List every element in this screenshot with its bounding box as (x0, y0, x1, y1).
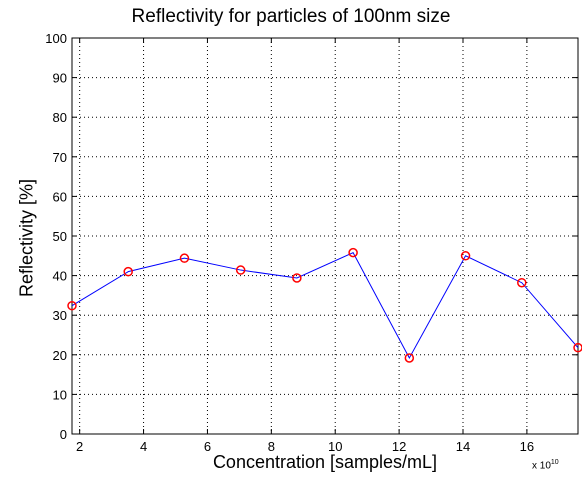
x-multiplier-base: x 10 (532, 460, 551, 472)
data-point (517, 277, 527, 288)
x-tick-label: 16 (520, 439, 534, 454)
x-tick-label: 4 (140, 439, 147, 454)
data-point (179, 253, 190, 263)
x-tick-label: 10 (328, 439, 342, 454)
data-point (235, 265, 246, 275)
x-tick-label: 8 (268, 439, 275, 454)
y-tick-label: 10 (53, 387, 67, 402)
data-point (573, 342, 582, 353)
x-axis-multiplier: x 1010 (532, 459, 559, 471)
y-tick-label: 50 (53, 229, 67, 244)
y-tick-label: 0 (60, 427, 67, 442)
x-tick-label: 14 (456, 439, 470, 454)
y-tick-label: 40 (53, 269, 67, 284)
y-tick-label: 20 (53, 348, 67, 363)
data-point (348, 247, 358, 258)
x-multiplier-exponent: 10 (550, 459, 559, 466)
y-tick-label: 90 (53, 71, 67, 86)
y-tick-label: 70 (53, 150, 67, 165)
data-point (460, 251, 471, 261)
y-tick-label: 100 (45, 31, 67, 46)
x-axis-label: Concentration [samples/mL] (212, 452, 438, 472)
chart-title: Reflectivity for particles of 100nm size (131, 6, 451, 27)
data-point (123, 266, 133, 277)
data-point (67, 300, 77, 311)
data-point (404, 353, 415, 363)
data-point (292, 273, 302, 283)
y-tick-label: 30 (53, 308, 67, 323)
x-tick-label: 2 (76, 439, 83, 454)
series-line (71, 251, 579, 360)
y-tick-label: 60 (53, 189, 67, 204)
y-axis-label: Reflectivity [%] (16, 178, 37, 298)
x-tick-label: 12 (392, 439, 406, 454)
y-tick-label: 80 (53, 110, 67, 125)
x-tick-label: 6 (204, 439, 211, 454)
